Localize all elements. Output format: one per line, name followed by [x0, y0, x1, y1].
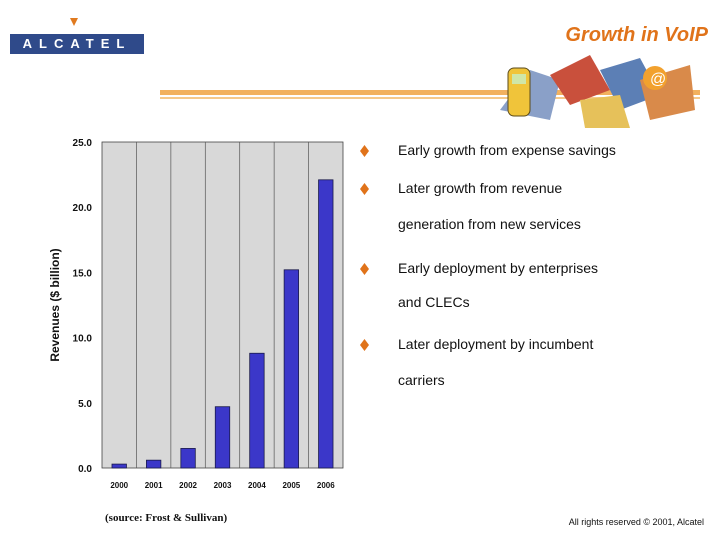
bullet-text: Later growth from revenue: [398, 180, 563, 196]
bullet-text: generation from new services: [398, 216, 581, 232]
bar-2004: [249, 352, 265, 469]
bar-2002: [180, 448, 196, 469]
x-tick-label: 2002: [179, 481, 197, 490]
bullet-text: Early deployment by enterprises: [398, 260, 598, 276]
x-tick-label: 2000: [110, 481, 128, 490]
y-tick-label: 5.0: [78, 399, 92, 410]
y-tick-label: 25.0: [73, 138, 93, 149]
telecom-collage-image: @: [500, 55, 695, 128]
svg-text:@: @: [650, 71, 666, 88]
bullet-text: Later deployment by incumbent: [398, 336, 594, 352]
diamond-bullet-icon: [360, 145, 369, 157]
x-tick-label: 2004: [248, 481, 266, 490]
diamond-bullet-icon: [360, 263, 369, 275]
revenue-chart: 0.0 5.0 10.0 15.0 20.0 25.0 2000 2001 2002 2003 2…: [40, 130, 360, 500]
logo-text: ALCATEL: [22, 36, 132, 51]
revenue-bar-chart: 0.0 5.0 10.0 15.0 20.0 25.0 2000 2001 2002 2003 2…: [48, 138, 344, 490]
bar-2006: [318, 179, 334, 469]
bullet-text: carriers: [398, 372, 445, 388]
y-tick-label: 0.0: [78, 464, 92, 475]
page-title: Growth in VoIP: [565, 24, 708, 46]
banner-stripe: [160, 90, 700, 95]
bullet-text: and CLECs: [398, 294, 470, 310]
y-tick-label: 15.0: [73, 268, 93, 279]
alcatel-logo: ALCATEL: [10, 18, 144, 60]
banner-stripe-thin: [160, 97, 700, 99]
diamond-bullet-icon: [360, 183, 369, 195]
diamond-bullet-icon: [360, 339, 369, 351]
logo-mark-icon: [70, 18, 78, 26]
at-sign-icon: [643, 66, 667, 90]
x-tick-label: 2005: [282, 481, 300, 490]
bar-2005: [283, 269, 299, 469]
y-tick-label: 10.0: [73, 334, 93, 345]
x-tick-label: 2006: [317, 481, 335, 490]
logo-box: ALCATEL: [10, 34, 144, 56]
source-note: (source: Frost & Sullivan): [105, 512, 228, 524]
x-tick-label: 2003: [214, 481, 232, 490]
x-tick-label: 2001: [145, 481, 163, 490]
copyright-notice: All rights reserved © 2001, Alcatel: [568, 517, 704, 527]
logo-bar: [10, 34, 144, 54]
bar-2001: [146, 459, 162, 469]
header-banner: @: [160, 50, 708, 130]
y-tick-label: 20.0: [73, 203, 93, 214]
bar-2003: [214, 406, 231, 469]
y-axis-label: Revenues ($ billion): [48, 248, 62, 361]
bullet-text: Early growth from expense savings: [398, 142, 616, 158]
bar-2000: [111, 463, 127, 469]
